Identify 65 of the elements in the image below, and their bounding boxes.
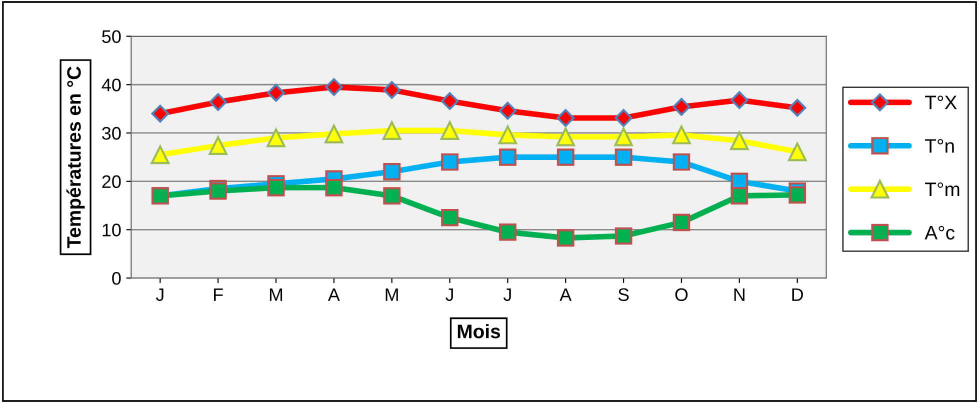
point (266, 128, 286, 148)
legend-label: T°m (925, 182, 960, 196)
y-tick-label: 10 (102, 224, 121, 236)
x-tick-label: J (503, 288, 511, 302)
point (730, 91, 748, 110)
point (614, 127, 633, 146)
x-tick-label: F (214, 288, 223, 301)
x-tick-label: J (156, 288, 164, 302)
point (614, 109, 632, 127)
point (556, 109, 575, 127)
y-tick-label: 30 (102, 126, 121, 140)
point (556, 127, 575, 146)
point (208, 136, 228, 155)
point (672, 98, 690, 116)
point (267, 84, 285, 102)
point (383, 162, 401, 180)
x-tick-label: M (386, 288, 398, 301)
point (325, 178, 343, 196)
point (382, 121, 402, 140)
x-tick-label: N (734, 288, 744, 301)
point (730, 131, 749, 150)
point (267, 178, 285, 196)
point (440, 121, 460, 140)
point (209, 93, 227, 111)
point (325, 78, 343, 96)
legend-label: A°c (924, 226, 955, 240)
x-tick-label: O (675, 288, 688, 302)
point (151, 104, 170, 123)
point (672, 214, 690, 232)
point (441, 153, 458, 171)
x-axis-title: Mois (458, 324, 500, 338)
y-tick-label: 20 (102, 175, 121, 188)
point (498, 126, 518, 144)
point (498, 102, 517, 120)
point (150, 145, 170, 164)
y-tick-label: 40 (102, 78, 121, 92)
point (556, 148, 574, 166)
x-tick-label: A (328, 288, 340, 301)
point (209, 182, 227, 200)
point (788, 142, 807, 162)
legend-label: T°n (925, 139, 954, 153)
x-tick-label: A (560, 288, 572, 301)
y-axis-title: Températures en °C (66, 66, 85, 248)
x-tick-label: S (618, 288, 629, 302)
point (672, 153, 690, 171)
point (499, 148, 516, 166)
point (440, 92, 459, 110)
point (788, 186, 806, 204)
point (672, 126, 691, 144)
point (788, 98, 806, 117)
legend-label: T°X (925, 96, 957, 110)
x-tick-label: J (446, 288, 453, 302)
point (499, 223, 516, 241)
point (614, 148, 632, 166)
y-tick-label: 0 (112, 272, 121, 285)
x-tick-label: M (270, 288, 282, 301)
point (441, 208, 458, 226)
point (382, 81, 401, 99)
point (730, 187, 748, 205)
point (614, 227, 632, 245)
point (556, 229, 574, 247)
x-tick-label: D (792, 288, 803, 301)
point (324, 124, 344, 144)
y-tick-label: 50 (102, 30, 121, 43)
point (383, 187, 401, 205)
